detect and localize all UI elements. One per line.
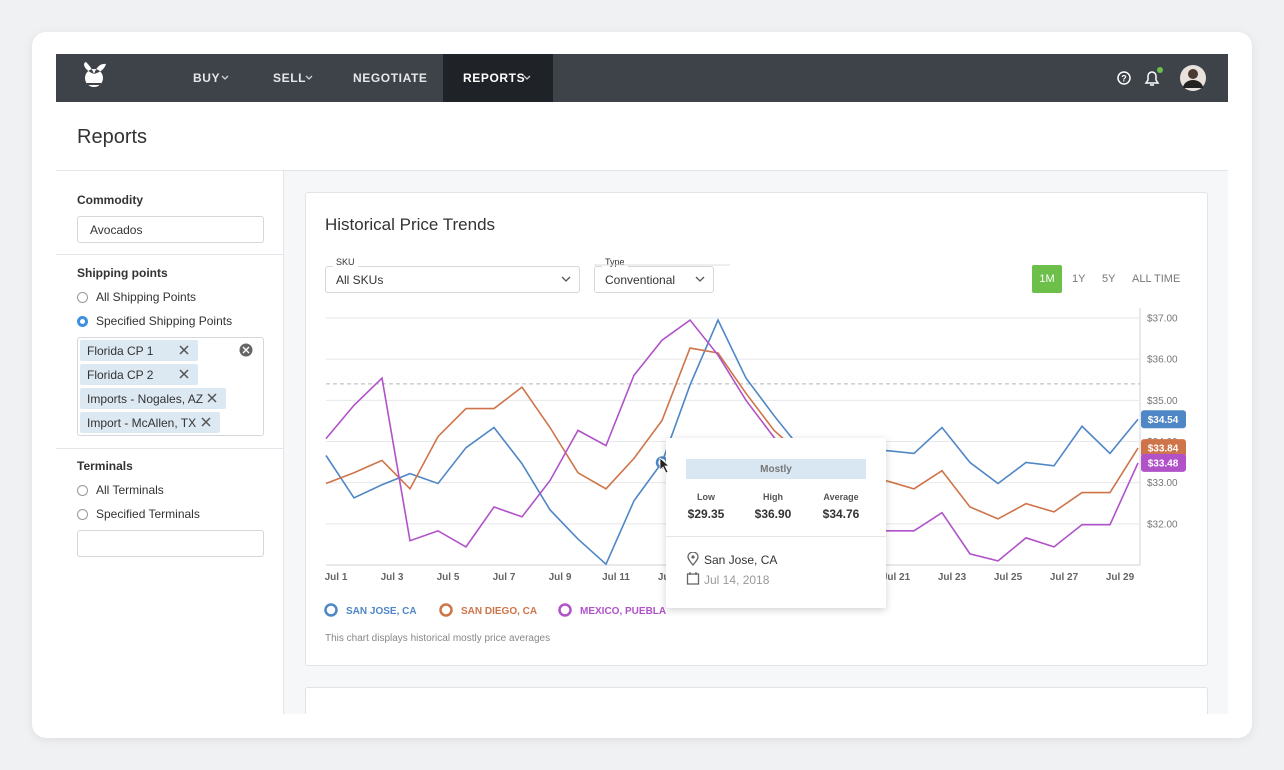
chart-title: Historical Price Trends [325,215,495,234]
tag-text: Florida CP 1 [87,344,154,358]
select-value: All SKUs [336,273,384,287]
tooltip-date: Jul 14, 2018 [704,573,770,587]
input-value: Avocados [90,223,143,237]
stat-value: $29.35 [687,507,725,521]
tag-icons [179,343,253,427]
end-badge [1141,453,1186,472]
commodity-input[interactable]: Avocados [77,216,264,243]
field-label: Shipping points [77,266,168,280]
legend-marker [558,603,572,617]
page-title: Reports [77,126,148,148]
stat-label: Low [697,492,715,502]
tooltip-location: San Jose, CA [704,553,778,567]
chart-caption: This chart displays historical mostly pr… [325,633,550,644]
radio-label: Specified Shipping Points [96,314,233,328]
x-tick-label: Jul 25 [994,572,1023,583]
header-divider [56,170,1228,171]
tag: Import - McAllen, TX [80,412,220,433]
cursor [659,457,671,474]
end-label: $34.54 [1148,415,1179,426]
terminal-input[interactable] [77,530,264,557]
legend-label: SAN JOSE, CA [346,606,417,617]
tag-text: Import - McAllen, TX [87,416,197,430]
type-select[interactable]: Conventional [594,266,714,293]
svg-text:?: ? [1121,74,1127,84]
x-tick-label: Jul 1 [325,572,348,583]
report-card [305,687,1208,714]
logo [84,62,106,87]
x-tick-label: Jul 5 [437,572,460,583]
x-tick-label: Jul 23 [938,572,967,583]
end-label: $33.48 [1148,458,1179,469]
tooltip: Mostly Low High Average $29.35 $36.90 $3… [666,438,886,608]
nav-active [443,54,553,102]
legend-marker [324,603,338,617]
select-label: Type [602,257,628,267]
line-series [325,347,1139,520]
radio[interactable] [77,292,88,303]
radio-label: All Terminals [96,483,164,497]
tooltip-icons [686,552,700,585]
stat-label: Average [823,492,859,502]
tooltip-title: Mostly [760,464,792,475]
tag-text: Florida CP 2 [87,368,154,382]
select-value: Conventional [605,273,676,287]
x-tick-label: Jul 21 [882,572,911,583]
x-tick-label: Jul 3 [381,572,404,583]
radio-label: Specified Terminals [96,507,200,521]
range-button-active[interactable]: 1M [1032,265,1062,293]
tag: Imports - Nogales, AZ [80,388,226,409]
field-label: Commodity [77,193,143,207]
tooltip-header: Mostly [686,459,866,479]
chart: Historical Price Trends This chart displ… [324,215,1186,644]
radio[interactable] [77,509,88,520]
x-tick-label: Jul 7 [493,572,516,583]
legend-label: MEXICO, PUEBLA [580,606,666,617]
radio-checked[interactable] [77,316,88,327]
range-button[interactable]: 1Y [1072,273,1086,285]
end-badge [1141,439,1186,458]
divider [56,254,284,255]
range-button[interactable]: 5Y [1102,273,1116,285]
x-tick-label: Jul 29 [1106,572,1135,583]
select-label: SKU [333,257,358,267]
legend-marker [439,603,453,617]
nav-icons: ? [221,65,1206,91]
legend-label: SAN DIEGO, CA [461,606,537,617]
y-tick-label: $33.00 [1147,478,1178,489]
y-tick-label: $37.00 [1147,314,1178,325]
tag: Florida CP 1 [80,340,198,361]
stat-value: $36.90 [754,507,792,521]
navbar [56,54,1228,102]
radio-label: All Shipping Points [96,290,197,304]
tag: Florida CP 2 [80,364,198,385]
stat-value: $34.76 [822,507,860,521]
x-tick-label: Jul 11 [602,572,630,583]
tooltip-divider [666,536,886,537]
tag-text: Imports - Nogales, AZ [87,392,204,406]
field-label: Terminals [77,459,133,473]
nav-item[interactable]: SELL [273,71,307,85]
divider [56,448,284,449]
x-tick-label: Jul 9 [549,572,572,583]
select-chevrons [561,264,730,282]
range-button[interactable]: ALL TIME [1132,273,1181,285]
radio[interactable] [77,485,88,496]
sku-select[interactable]: All SKUs [325,266,580,293]
nav-item[interactable]: REPORTS [463,71,526,85]
range-label: 1M [1039,273,1055,285]
nav-item[interactable]: NEGOTIATE [353,71,428,85]
end-label: $33.84 [1148,444,1179,455]
end-badge [1141,410,1186,429]
x-tick-label: Jul 27 [1050,572,1079,583]
nav-item[interactable]: BUY [193,71,221,85]
stat-label: High [763,492,783,502]
y-tick-label: $35.00 [1147,396,1178,407]
y-tick-label: $36.00 [1147,355,1178,366]
sidebar-border [283,170,284,714]
y-tick-label: $32.00 [1147,519,1178,530]
line-series [325,318,1139,562]
line-series [325,318,1139,566]
